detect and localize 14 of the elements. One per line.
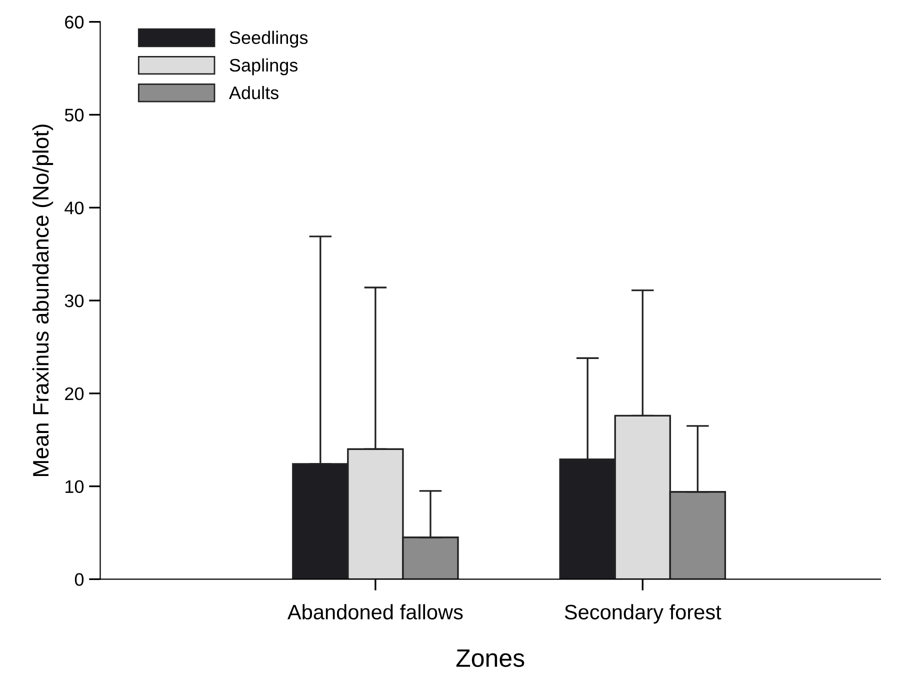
legend-label: Adults bbox=[228, 86, 278, 100]
x-tick-label: Abandoned fallows bbox=[287, 604, 463, 620]
y-tick-label: 40 bbox=[64, 202, 84, 214]
x-tick-label: Secondary forest bbox=[564, 604, 722, 624]
legend-label: Saplings bbox=[230, 58, 298, 76]
y-tick-label: 20 bbox=[65, 387, 84, 400]
y-axis-title: Mean Fraxinus abundance (No/plot) bbox=[32, 124, 54, 476]
y-tick-label: 30 bbox=[64, 294, 84, 308]
y-tick-label: 60 bbox=[65, 16, 84, 29]
legend-label: Seedlings bbox=[230, 30, 308, 48]
y-tick-label: 10 bbox=[66, 480, 84, 494]
y-tick-label: 50 bbox=[64, 108, 84, 122]
x-axis-title: Zones bbox=[456, 650, 524, 667]
y-tick-label: 0 bbox=[74, 573, 84, 586]
